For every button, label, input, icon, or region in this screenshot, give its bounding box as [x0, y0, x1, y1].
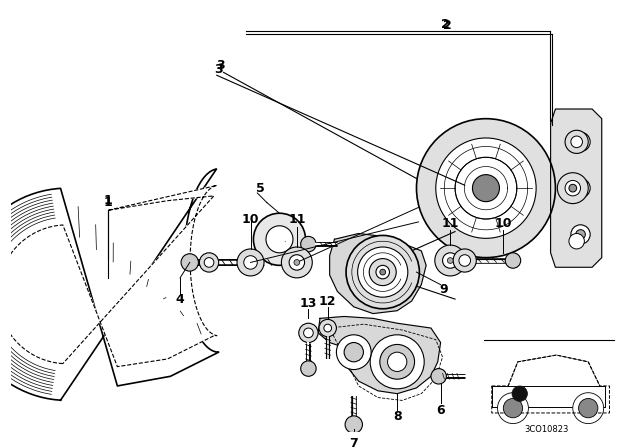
Circle shape [369, 258, 396, 286]
Circle shape [447, 258, 453, 263]
Circle shape [512, 386, 527, 401]
Circle shape [200, 253, 219, 272]
Circle shape [436, 138, 536, 238]
Circle shape [571, 225, 590, 244]
Text: 10: 10 [242, 214, 259, 227]
Text: 4: 4 [176, 293, 184, 306]
Circle shape [569, 184, 577, 192]
Circle shape [459, 255, 470, 266]
Text: 9: 9 [439, 283, 448, 296]
Circle shape [497, 393, 529, 423]
Text: 6: 6 [436, 404, 445, 417]
Polygon shape [330, 233, 426, 314]
Circle shape [565, 130, 588, 153]
Circle shape [376, 265, 390, 279]
Circle shape [455, 157, 517, 219]
Text: 12: 12 [319, 294, 337, 307]
Circle shape [431, 369, 446, 384]
Polygon shape [0, 169, 219, 400]
Circle shape [380, 269, 386, 275]
Circle shape [503, 398, 523, 418]
Circle shape [282, 247, 312, 278]
Circle shape [565, 181, 580, 196]
Circle shape [557, 173, 588, 203]
Circle shape [344, 343, 364, 362]
Circle shape [370, 335, 424, 389]
Circle shape [266, 226, 293, 253]
Circle shape [472, 175, 499, 202]
Text: 3CO10823: 3CO10823 [525, 425, 569, 434]
Circle shape [571, 136, 582, 148]
Polygon shape [0, 185, 217, 366]
Circle shape [573, 393, 604, 423]
Circle shape [442, 253, 458, 268]
Circle shape [301, 361, 316, 376]
Circle shape [181, 254, 198, 271]
Polygon shape [550, 109, 602, 267]
Circle shape [337, 335, 371, 370]
Circle shape [324, 324, 332, 332]
Circle shape [435, 245, 466, 276]
Polygon shape [318, 316, 440, 394]
Circle shape [576, 137, 586, 146]
Circle shape [571, 132, 590, 151]
Circle shape [301, 237, 316, 252]
Text: 2: 2 [440, 18, 449, 31]
Text: 11: 11 [288, 214, 305, 227]
Circle shape [253, 213, 305, 265]
Circle shape [294, 259, 300, 265]
Text: 11: 11 [442, 217, 459, 230]
Circle shape [505, 253, 521, 268]
Circle shape [453, 249, 476, 272]
Text: 8: 8 [393, 410, 401, 423]
Circle shape [569, 233, 584, 249]
Circle shape [204, 258, 214, 267]
Text: 3: 3 [216, 60, 225, 73]
Circle shape [303, 328, 313, 338]
Text: 10: 10 [495, 217, 512, 230]
Circle shape [289, 255, 305, 270]
Text: 2: 2 [443, 18, 452, 32]
Circle shape [380, 345, 415, 379]
Circle shape [319, 319, 337, 337]
Text: 3: 3 [214, 63, 223, 76]
Circle shape [299, 323, 318, 343]
Circle shape [237, 249, 264, 276]
Circle shape [358, 247, 408, 297]
Circle shape [244, 256, 257, 269]
Circle shape [579, 398, 598, 418]
Text: 1: 1 [103, 194, 112, 207]
Text: 7: 7 [349, 437, 358, 448]
Circle shape [388, 352, 407, 371]
Circle shape [571, 178, 590, 198]
Text: 5: 5 [256, 181, 264, 194]
Text: 13: 13 [300, 297, 317, 310]
Circle shape [576, 183, 586, 193]
Text: 1: 1 [103, 196, 112, 209]
Text: .: . [283, 235, 285, 244]
Circle shape [345, 416, 362, 433]
Circle shape [576, 230, 586, 239]
Circle shape [417, 119, 556, 258]
Circle shape [346, 236, 419, 309]
